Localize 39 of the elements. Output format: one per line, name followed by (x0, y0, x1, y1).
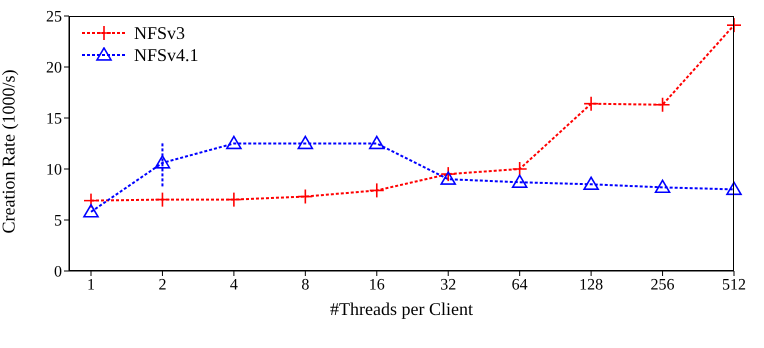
point (226, 136, 242, 150)
point (368, 182, 385, 198)
point (726, 182, 742, 196)
y-axis-title: Creation Rate (1000/s) (0, 70, 18, 234)
point (154, 155, 170, 169)
point (226, 192, 242, 208)
x-tick-label: 1 (87, 276, 95, 294)
legend-label: NFSv3 (134, 22, 186, 44)
legend-label: NFSv4.1 (134, 44, 199, 66)
point (298, 188, 314, 204)
point (512, 161, 528, 177)
point (726, 17, 742, 33)
x-tick-label: 16 (368, 276, 385, 294)
point (154, 192, 170, 208)
x-tick-label: 512 (722, 276, 746, 294)
y-tick-label: 25 (46, 8, 62, 26)
x-tick-label: 64 (512, 276, 528, 294)
point (440, 171, 456, 185)
x-tick-label: 2 (158, 276, 166, 294)
x-tick-label: 4 (230, 276, 238, 294)
x-tick-label: 32 (440, 276, 456, 294)
x-tick-label: 256 (650, 276, 675, 294)
point (583, 96, 599, 112)
point (654, 96, 670, 113)
point (512, 174, 528, 188)
x-axis-title: #Threads per Client (330, 299, 473, 319)
point (440, 166, 456, 182)
y-tick-label: 10 (46, 162, 62, 179)
point (83, 204, 99, 218)
y-tick-label: 0 (54, 264, 62, 281)
x-tick-label: 8 (301, 276, 310, 294)
point (298, 136, 314, 150)
point (368, 136, 385, 150)
y-tick-label: 5 (54, 212, 62, 230)
point (583, 176, 599, 190)
point (654, 180, 670, 194)
y-tick-label: 15 (46, 110, 62, 128)
x-tick-label: 128 (579, 276, 604, 294)
y-tick-label: 20 (46, 60, 62, 77)
